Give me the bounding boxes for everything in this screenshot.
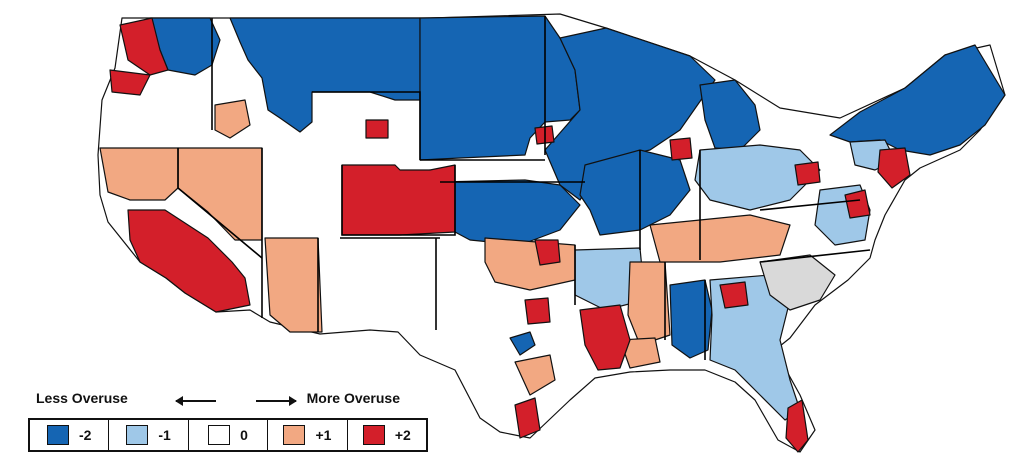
legend-value-pos1: +1 [315, 427, 332, 443]
legend-value-neg1: -1 [158, 427, 171, 443]
legend-item-zero: 0 [189, 420, 269, 450]
region-southwest-arizona [264, 237, 323, 333]
legend-swatch-zero [208, 425, 231, 445]
region-alabama-north [719, 281, 749, 309]
left-arrow-icon [175, 396, 216, 406]
legend-swatch-pos2 [362, 425, 385, 445]
region-iowa-illinois [579, 149, 691, 236]
legend-scale-labels: Less Overuse More Overuse [36, 390, 400, 410]
region-portland [109, 69, 151, 96]
region-carolinas-gray [759, 254, 836, 311]
region-maryland [844, 189, 871, 219]
region-chicago [669, 137, 693, 161]
region-south-florida [785, 399, 809, 453]
legend-item-pos1: +1 [268, 420, 348, 450]
legend-less-overuse-label: Less Overuse [36, 390, 128, 406]
region-oklahoma [484, 237, 576, 291]
region-wyoming-center [365, 119, 389, 139]
region-idaho-south [214, 99, 251, 139]
region-texas-south-coast [514, 397, 541, 439]
region-new-england [829, 44, 1006, 156]
legend-more-overuse-label: More Overuse [306, 390, 400, 406]
region-oklahoma-city [534, 239, 561, 266]
region-texas-coast [514, 354, 556, 396]
legend-swatch-neg1 [126, 425, 149, 445]
state-boundaries [177, 16, 871, 360]
right-arrow-icon [256, 396, 297, 406]
legend-value-pos2: +2 [394, 427, 411, 443]
legend-box: -2 -1 0 +1 +2 [28, 418, 428, 452]
region-southern-california [127, 209, 251, 313]
legend-value-neg2: -2 [78, 427, 92, 443]
region-texas-east-pocket [524, 297, 551, 325]
region-louisiana-east [619, 337, 661, 369]
region-washington [119, 17, 169, 76]
region-louisiana [579, 304, 631, 371]
region-east-texas-pocket [509, 331, 536, 356]
region-new-jersey [877, 147, 911, 189]
legend-item-pos2: +2 [348, 420, 426, 450]
legend-swatch-pos1 [283, 425, 306, 445]
legend-item-neg2: -2 [30, 420, 110, 450]
region-northern-california [99, 147, 179, 201]
region-tennessee [649, 214, 791, 263]
region-pennsylvania-west [794, 161, 821, 186]
legend-value-zero: 0 [240, 427, 248, 443]
region-michigan [699, 79, 761, 151]
region-colorado [341, 164, 456, 236]
legend-item-neg1: -1 [109, 420, 189, 450]
legend-swatch-neg2 [46, 425, 69, 445]
region-northern-rockies [229, 17, 421, 133]
